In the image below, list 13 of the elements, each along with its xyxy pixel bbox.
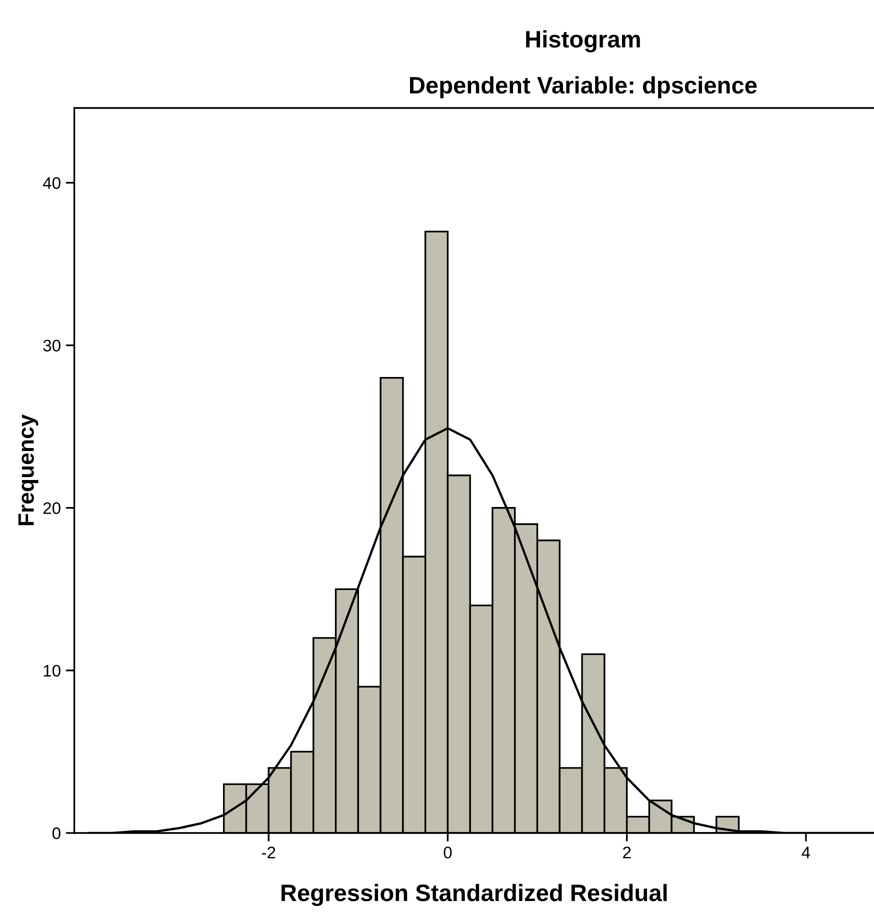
x-tick-label: 2 [623,846,631,858]
y-tick-label: 10 [44,664,60,677]
x-axis-title: Regression Standardized Residual [282,884,667,906]
y-axis-title: Frequency [18,414,38,526]
y-tick-label: 20 [43,502,60,514]
y-tick-label: 40 [42,177,60,189]
x-tick-label: 0 [444,846,452,858]
chart-title: Histogram [526,30,640,52]
x-tick-label: 4 [802,846,810,858]
y-tick-label: 30 [43,340,60,352]
y-tick-label: 0 [52,827,60,840]
x-tick-label: -2 [262,846,276,858]
chart-subtitle: Dependent Variable: dpscience [410,76,757,98]
